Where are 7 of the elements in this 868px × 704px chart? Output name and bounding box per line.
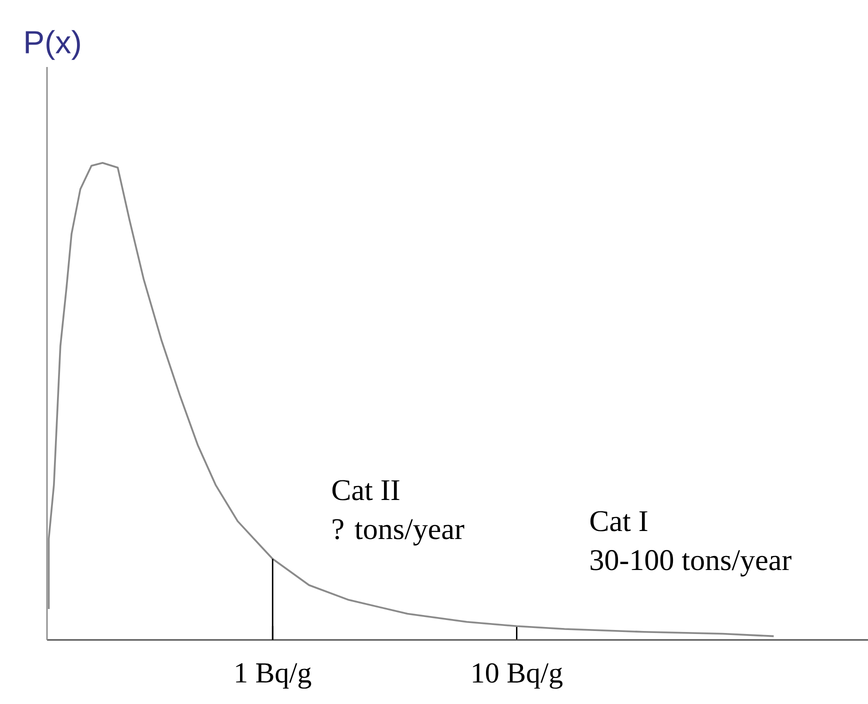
annotation: Cat II	[332, 480, 400, 500]
annotation: ? tons/year	[332, 519, 464, 546]
x-tick-label: 10 Bq/g	[472, 663, 562, 689]
y-axis-title: P(x)	[26, 30, 80, 60]
x-tick-label: 1 Bq/g	[236, 663, 312, 689]
annotation: 30-100 tons/year	[590, 550, 792, 576]
annotation: Cat I	[590, 511, 648, 532]
